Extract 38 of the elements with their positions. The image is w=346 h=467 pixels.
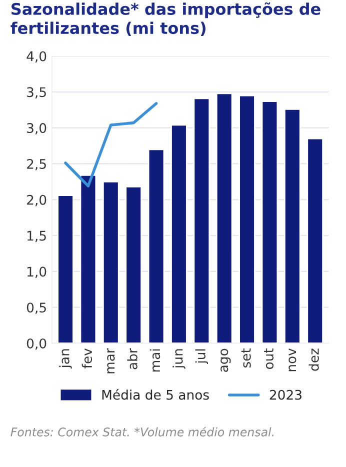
y-tick-label: 2,0 xyxy=(27,194,46,206)
x-tick-label: fev xyxy=(82,348,92,368)
x-tick-label: out xyxy=(264,348,274,369)
x-tick-label: set xyxy=(241,348,251,368)
x-tick-label: abr xyxy=(127,348,138,370)
bar xyxy=(80,174,97,344)
bar xyxy=(306,138,324,344)
y-tick-label: 1,0 xyxy=(28,266,46,278)
x-tick-label: mai xyxy=(150,349,160,372)
bar xyxy=(238,94,256,344)
x-tick-label: dez xyxy=(308,348,319,371)
y-tick-label: 2,5 xyxy=(27,158,46,170)
y-tick-label: 3,5 xyxy=(27,87,46,98)
bar xyxy=(193,98,210,344)
legend-label: Média de 5 anos xyxy=(102,389,209,400)
y-tick-label: 3,0 xyxy=(27,123,46,134)
x-tick-label: jan xyxy=(59,349,72,368)
x-tick-label: jun xyxy=(172,349,186,369)
x-tick-label: ago xyxy=(220,348,231,372)
legend-label: 2023 xyxy=(270,390,302,400)
bar xyxy=(261,100,278,344)
bar xyxy=(102,180,120,344)
bar xyxy=(148,148,165,344)
x-tick-label: mar xyxy=(107,348,115,374)
y-tick-label: 1,5 xyxy=(28,230,46,242)
bar xyxy=(57,194,74,344)
bar xyxy=(216,92,233,344)
chart-title: Sazonalidade* das importações de fertilizantes (mi tons) xyxy=(10,2,320,36)
bar xyxy=(125,186,142,344)
text: Fontes: Comex Stat. *Volume médio mensal. xyxy=(10,426,274,436)
y-tick-label: 0,5 xyxy=(26,302,46,314)
x-tick-label: jul xyxy=(195,349,208,364)
y-tick-label: 0,0 xyxy=(26,338,46,350)
line-series xyxy=(64,102,158,188)
bar xyxy=(170,124,188,344)
bar xyxy=(284,108,301,344)
y-tick-label: 4,0 xyxy=(26,51,46,63)
x-tick-label: nov xyxy=(288,348,296,372)
